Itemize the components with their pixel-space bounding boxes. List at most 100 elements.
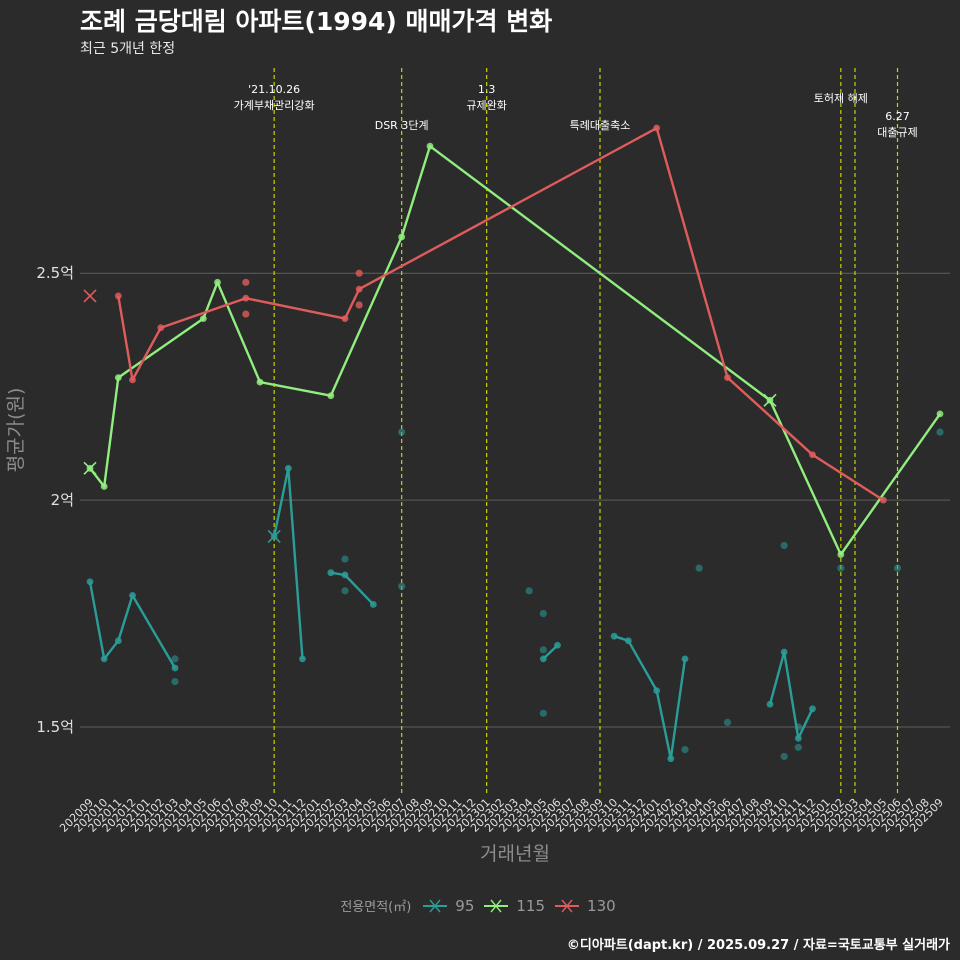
scatter-point-95 xyxy=(936,428,944,436)
scatter-point-95 xyxy=(780,541,788,550)
legend-item-115: 115 xyxy=(482,897,545,915)
data-point-95 xyxy=(114,637,122,645)
data-point-95 xyxy=(667,755,675,763)
scatter-point-130 xyxy=(242,310,250,318)
scatter-point-95 xyxy=(539,609,547,618)
scatter-point-130 xyxy=(242,278,250,286)
scatter-point-95 xyxy=(780,752,788,761)
scatter-point-95 xyxy=(398,428,406,436)
data-point-115 xyxy=(100,483,108,490)
data-point-130 xyxy=(724,374,731,381)
legend-label-115: 115 xyxy=(516,896,546,915)
x-axis-title: 거래년월 xyxy=(480,843,550,865)
scatter-point-95 xyxy=(794,743,802,751)
data-point-95 xyxy=(129,591,136,599)
data-point-115 xyxy=(837,551,845,558)
data-point-95 xyxy=(610,632,618,640)
legend-label-95: 95 xyxy=(455,896,475,915)
data-point-95 xyxy=(809,705,816,713)
series-line-95 xyxy=(768,650,814,740)
data-point-95 xyxy=(284,464,292,472)
scatter-point-95 xyxy=(341,587,349,595)
data-point-115 xyxy=(398,233,406,241)
scatter-point-95 xyxy=(171,677,179,686)
scatter-point-95 xyxy=(681,746,689,754)
data-point-115 xyxy=(114,374,122,381)
x-marker-115 xyxy=(83,461,97,475)
series-line-115 xyxy=(89,145,941,556)
data-point-95 xyxy=(327,569,335,577)
scatter-point-95 xyxy=(695,564,703,572)
y-tick-label: 1.5억 xyxy=(36,718,74,736)
data-point-95 xyxy=(341,571,349,579)
event-label: 특례대출축소 xyxy=(570,119,631,132)
y-axis-title: 평균가(원) xyxy=(5,388,27,473)
legend-item-130: 130 xyxy=(553,897,616,915)
data-point-115 xyxy=(214,278,221,286)
chart-title: 조례 금당대림 아파트(1994) 매매가격 변화 xyxy=(80,7,553,36)
chart-subtitle: 최근 5개년 한정 xyxy=(80,41,176,57)
event-label: 가계부채관리강화 xyxy=(234,99,315,112)
scatter-point-95 xyxy=(539,709,547,717)
data-point-115 xyxy=(426,142,434,150)
data-point-130 xyxy=(653,124,661,132)
source-caption: ©디아파트(dapt.kr) / 2025.09.27 / 자료=국토교통부 실… xyxy=(566,938,950,953)
data-point-130 xyxy=(341,315,349,323)
legend: 전용면적(㎡) 95 115 130 xyxy=(0,896,960,916)
series-line-95 xyxy=(330,571,375,606)
series-line-95 xyxy=(273,467,304,659)
scatter-point-95 xyxy=(398,582,406,590)
data-point-95 xyxy=(369,601,377,608)
scatter-point-95 xyxy=(723,718,732,727)
data-point-115 xyxy=(936,410,944,418)
data-point-95 xyxy=(653,687,661,695)
series-line-95 xyxy=(613,635,687,760)
scatter-point-130 xyxy=(355,269,363,277)
legend-item-95: 95 xyxy=(421,897,474,915)
y-tick-label: 2.5억 xyxy=(36,264,74,282)
legend-key-115 xyxy=(484,899,509,912)
series-line-130 xyxy=(117,126,884,502)
data-point-95 xyxy=(100,655,108,663)
legend-label-130: 130 xyxy=(587,896,616,915)
data-point-115 xyxy=(199,315,207,323)
scatter-point-95 xyxy=(893,564,902,572)
scatter-point-95 xyxy=(539,646,547,654)
data-point-130 xyxy=(129,376,136,384)
legend-key-130 xyxy=(555,899,580,912)
data-point-95 xyxy=(780,648,788,656)
event-label: 1.3 xyxy=(478,83,496,96)
data-point-115 xyxy=(256,378,264,386)
scatter-point-95 xyxy=(171,655,179,663)
x-marker-95 xyxy=(267,529,281,543)
y-tick-label: 2억 xyxy=(51,491,74,509)
data-point-95 xyxy=(624,637,632,645)
data-point-95 xyxy=(766,700,774,708)
event-label: 6.27 xyxy=(885,110,910,123)
event-label: 토허제 해제 xyxy=(814,91,868,105)
event-label: 대출규제 xyxy=(877,126,917,139)
data-point-130 xyxy=(355,285,363,293)
x-marker-115 xyxy=(763,393,777,407)
legend-key-95 xyxy=(423,899,448,912)
data-point-95 xyxy=(86,578,94,586)
data-point-130 xyxy=(879,496,887,504)
data-point-130 xyxy=(114,292,122,300)
x-marker-130 xyxy=(83,289,97,303)
data-point-95 xyxy=(299,655,306,663)
data-point-95 xyxy=(554,641,561,649)
data-point-130 xyxy=(242,294,250,302)
legend-title: 전용면적(㎡) xyxy=(340,900,412,915)
data-point-115 xyxy=(327,392,335,400)
scatter-point-95 xyxy=(525,587,533,595)
data-point-95 xyxy=(171,664,179,672)
data-point-95 xyxy=(794,734,802,742)
scatter-point-95 xyxy=(837,564,845,572)
event-label: DSR 3단계 xyxy=(375,119,429,132)
data-point-95 xyxy=(681,655,689,663)
event-label: 규제완화 xyxy=(466,99,506,112)
data-point-130 xyxy=(157,324,165,332)
event-label: '21.10.26 xyxy=(248,83,300,96)
data-point-130 xyxy=(809,451,816,459)
